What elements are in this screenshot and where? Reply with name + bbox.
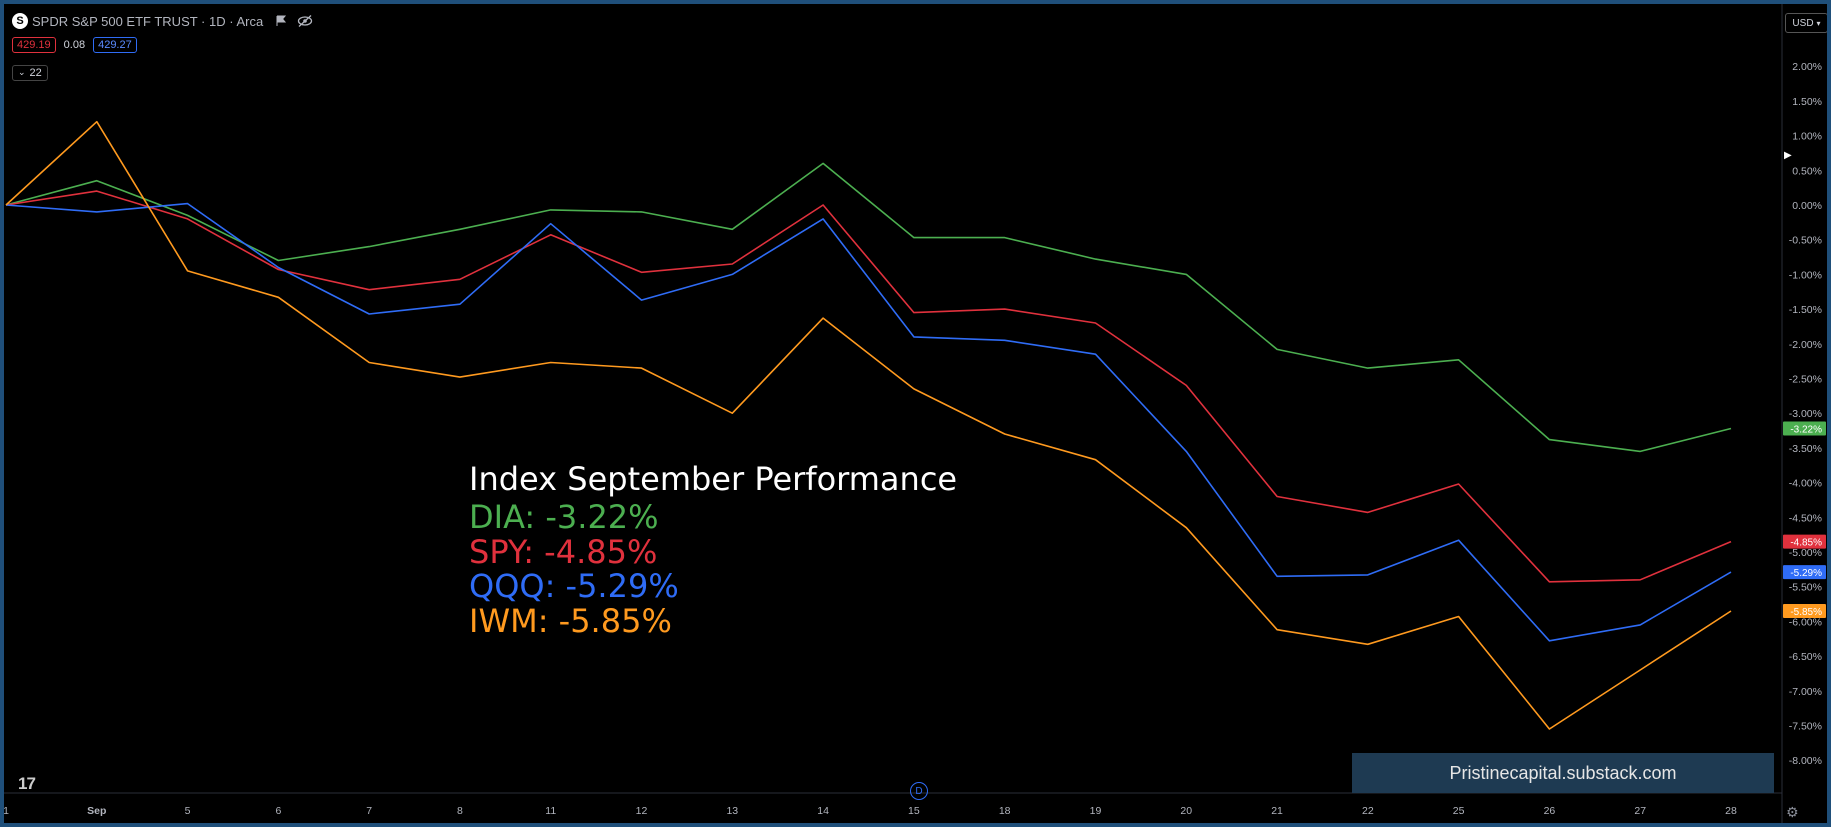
y-tick-label: -0.50% [1789,235,1822,247]
last-value-badge-iwm [1783,603,1826,618]
y-tick-label: -6.00% [1789,616,1822,628]
y-tick-label: -3.00% [1789,408,1822,420]
annotation-iwm: IWM: -5.85% [469,602,672,640]
y-tick-label: -7.00% [1789,686,1822,698]
x-tick-label: 5 [185,805,191,817]
series-line-dia [5,162,1732,453]
y-tick-label: -4.00% [1789,478,1822,490]
price-arrow-icon: ▶ [1784,150,1792,161]
x-tick-label: 20 [1180,805,1192,817]
y-tick-label: -3.50% [1789,443,1822,455]
y-tick-label: 1.50% [1792,96,1822,108]
y-tick-label: -5.00% [1789,547,1822,559]
series-line-qqq [5,202,1732,642]
symbol-header: S SPDR S&P 500 ETF TRUST · 1D · Arca [12,12,313,30]
y-tick-label: -2.00% [1789,339,1822,351]
dividend-marker-icon[interactable]: D [910,782,928,800]
x-tick-label: 12 [636,805,648,817]
x-tick-label: 22 [1362,805,1374,817]
symbol-title[interactable]: SPDR S&P 500 ETF TRUST · 1D · Arca [32,13,264,29]
y-tick-label: -8.00% [1789,755,1822,767]
ask-price[interactable]: 429.27 [93,37,137,53]
x-tick-label: 19 [1090,805,1102,817]
x-tick-label: 28 [1725,805,1737,817]
hide-eye-icon[interactable] [297,14,313,28]
x-tick-label: 18 [999,805,1011,817]
x-tick-label: 15 [908,805,920,817]
currency-label: USD [1792,17,1814,29]
series-line-spy [5,190,1732,583]
x-tick-label: 27 [1634,805,1646,817]
tradingview-logo-icon[interactable]: 17 [18,774,36,793]
y-tick-label: -1.50% [1789,304,1822,316]
last-value-label-iwm: -5.85% [1790,607,1822,618]
last-value-label-spy: -4.85% [1790,538,1822,549]
x-tick-label: 14 [817,805,829,817]
indicator-count: 22 [29,66,42,79]
x-tick-label: 7 [366,805,372,817]
indicator-toggle[interactable]: ⌄ 22 [12,64,48,81]
y-tick-label: -7.50% [1789,721,1822,733]
x-tick-label: 21 [1271,805,1283,817]
last-value-badge-dia [1783,421,1826,436]
gear-icon[interactable]: ⚙ [1786,804,1799,820]
y-tick-label: -2.50% [1789,374,1822,386]
price-row: 429.19 0.08 429.27 [12,36,137,54]
last-value-label-qqq: -5.29% [1790,568,1822,579]
x-tick-label: 26 [1544,805,1556,817]
y-tick-label: 0.50% [1792,165,1822,177]
y-tick-label: -1.00% [1789,269,1822,281]
last-value-label-dia: -3.22% [1790,424,1822,435]
x-tick-label: 1 [4,805,9,817]
x-tick-label: 13 [726,805,738,817]
watermark-text: Pristinecapital.substack.com [1449,762,1677,783]
indicator-row: ⌄ 22 [12,63,48,82]
annotation-spy: SPY: -4.85% [469,533,658,571]
x-tick-label: 8 [457,805,463,817]
flag-icon[interactable] [275,15,287,27]
y-tick-label: 2.00% [1792,61,1822,73]
annotation-title: Index September Performance [469,460,958,498]
last-value-badge-spy [1783,534,1826,549]
y-tick-label: -4.50% [1789,512,1822,524]
x-tick-label: 6 [275,805,281,817]
bid-price[interactable]: 429.19 [12,37,56,53]
symbol-logo-icon: S [12,13,28,29]
annotation-dia: DIA: -3.22% [469,498,659,536]
last-value-badge-qqq [1783,565,1826,580]
series-line-iwm [5,120,1732,730]
y-tick-label: -5.50% [1789,582,1822,594]
chevron-down-icon: ⌄ [18,67,26,77]
x-tick-label: Sep [87,805,106,817]
currency-button[interactable]: USD ▾ [1785,13,1827,33]
y-tick-label: -6.50% [1789,651,1822,663]
x-tick-label: 25 [1453,805,1465,817]
chevron-down-icon: ▾ [1816,18,1821,28]
y-tick-label: 1.00% [1792,131,1822,143]
watermark: Pristinecapital.substack.com [1352,753,1774,793]
chart-canvas[interactable]: 2.00% 1.50% 1.00% 0.50% 0.00% -0.50% -1.00% -1.… [4,4,1827,823]
annotation-qqq: QQQ: -5.29% [469,567,679,605]
price-spread: 0.08 [63,39,86,51]
y-tick-label: 0.00% [1792,200,1822,212]
x-tick-label: 11 [545,805,556,817]
